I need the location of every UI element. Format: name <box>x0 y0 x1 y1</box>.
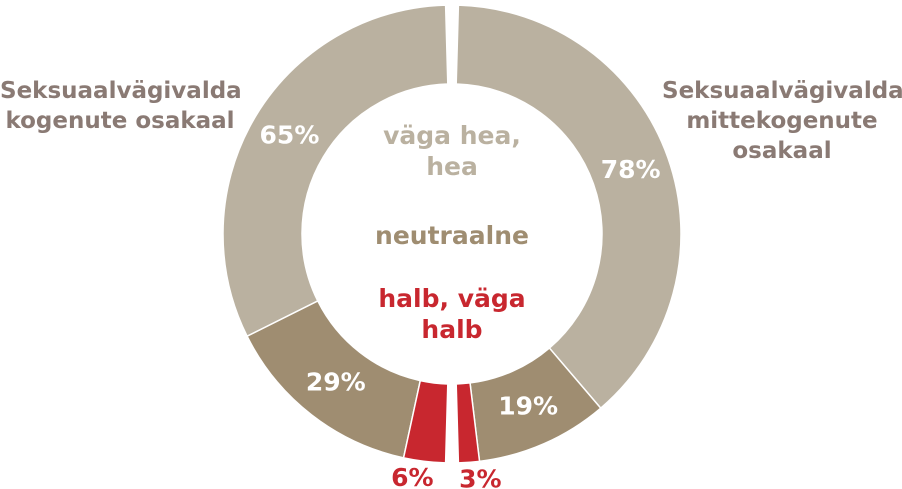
slice <box>455 4 682 410</box>
value-label: 65% <box>260 121 320 150</box>
value-label: 6% <box>391 463 433 489</box>
center-legend: väga hea, hea <box>383 121 521 181</box>
group-label: Seksuaalvägivalda kogenute osakaal <box>0 78 242 134</box>
value-label: 29% <box>306 368 366 397</box>
slice <box>222 4 449 338</box>
center-legend: halb, väga halb <box>378 284 526 344</box>
value-label: 78% <box>601 155 661 184</box>
value-label: 3% <box>459 464 501 489</box>
slice <box>455 382 481 464</box>
group-label: Seksuaalvägivalda mittekogenute osakaal <box>662 78 902 164</box>
center-legend: neutraalne <box>375 221 529 250</box>
slice <box>402 379 449 464</box>
value-label: 19% <box>498 392 558 421</box>
